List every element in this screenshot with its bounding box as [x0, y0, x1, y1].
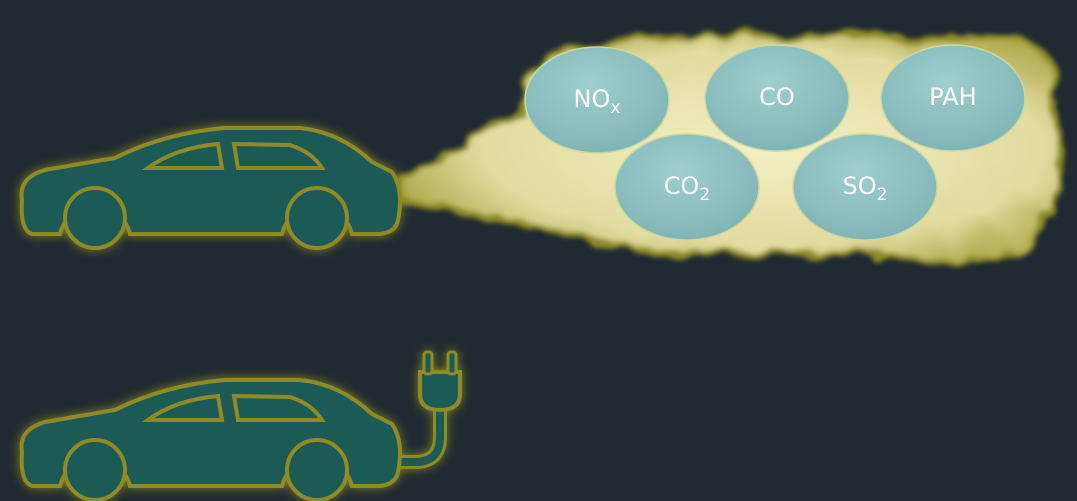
- subscript: 2: [877, 185, 888, 205]
- pollutant-bubble: [614, 133, 760, 241]
- formula: CO: [759, 83, 795, 111]
- subscript: 2: [699, 185, 710, 205]
- pollutant-label: SO2: [843, 172, 888, 205]
- pollutant-bubble: [792, 133, 938, 241]
- pollutant-label: NOx: [574, 85, 621, 118]
- electric-car: [19, 350, 462, 501]
- subscript: x: [610, 98, 620, 118]
- formula: SO: [843, 172, 877, 200]
- formula: CO: [664, 172, 700, 200]
- pollutant-label: CO2: [664, 172, 710, 205]
- formula: NO: [574, 85, 611, 113]
- formula: PAH: [929, 83, 976, 111]
- pollutant-label: PAH: [929, 83, 976, 111]
- pollutant-bubble: [880, 44, 1026, 152]
- pollutant-bubble: [524, 46, 670, 154]
- pollutant-bubble: [704, 44, 850, 152]
- pollutant-label: CO: [759, 83, 795, 111]
- gas-car: [19, 126, 402, 250]
